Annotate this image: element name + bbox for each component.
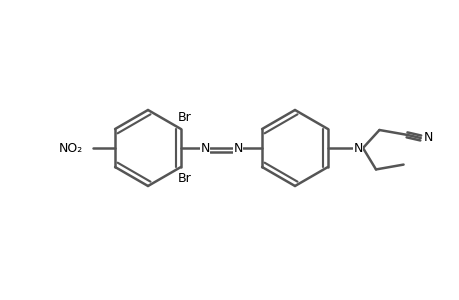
Text: NO₂: NO₂ [59, 142, 83, 154]
Text: N: N [423, 131, 432, 145]
Text: N: N [353, 142, 362, 154]
Text: N: N [233, 142, 242, 154]
Text: Br: Br [178, 110, 191, 124]
Text: Br: Br [178, 172, 191, 185]
Text: N: N [200, 142, 209, 154]
